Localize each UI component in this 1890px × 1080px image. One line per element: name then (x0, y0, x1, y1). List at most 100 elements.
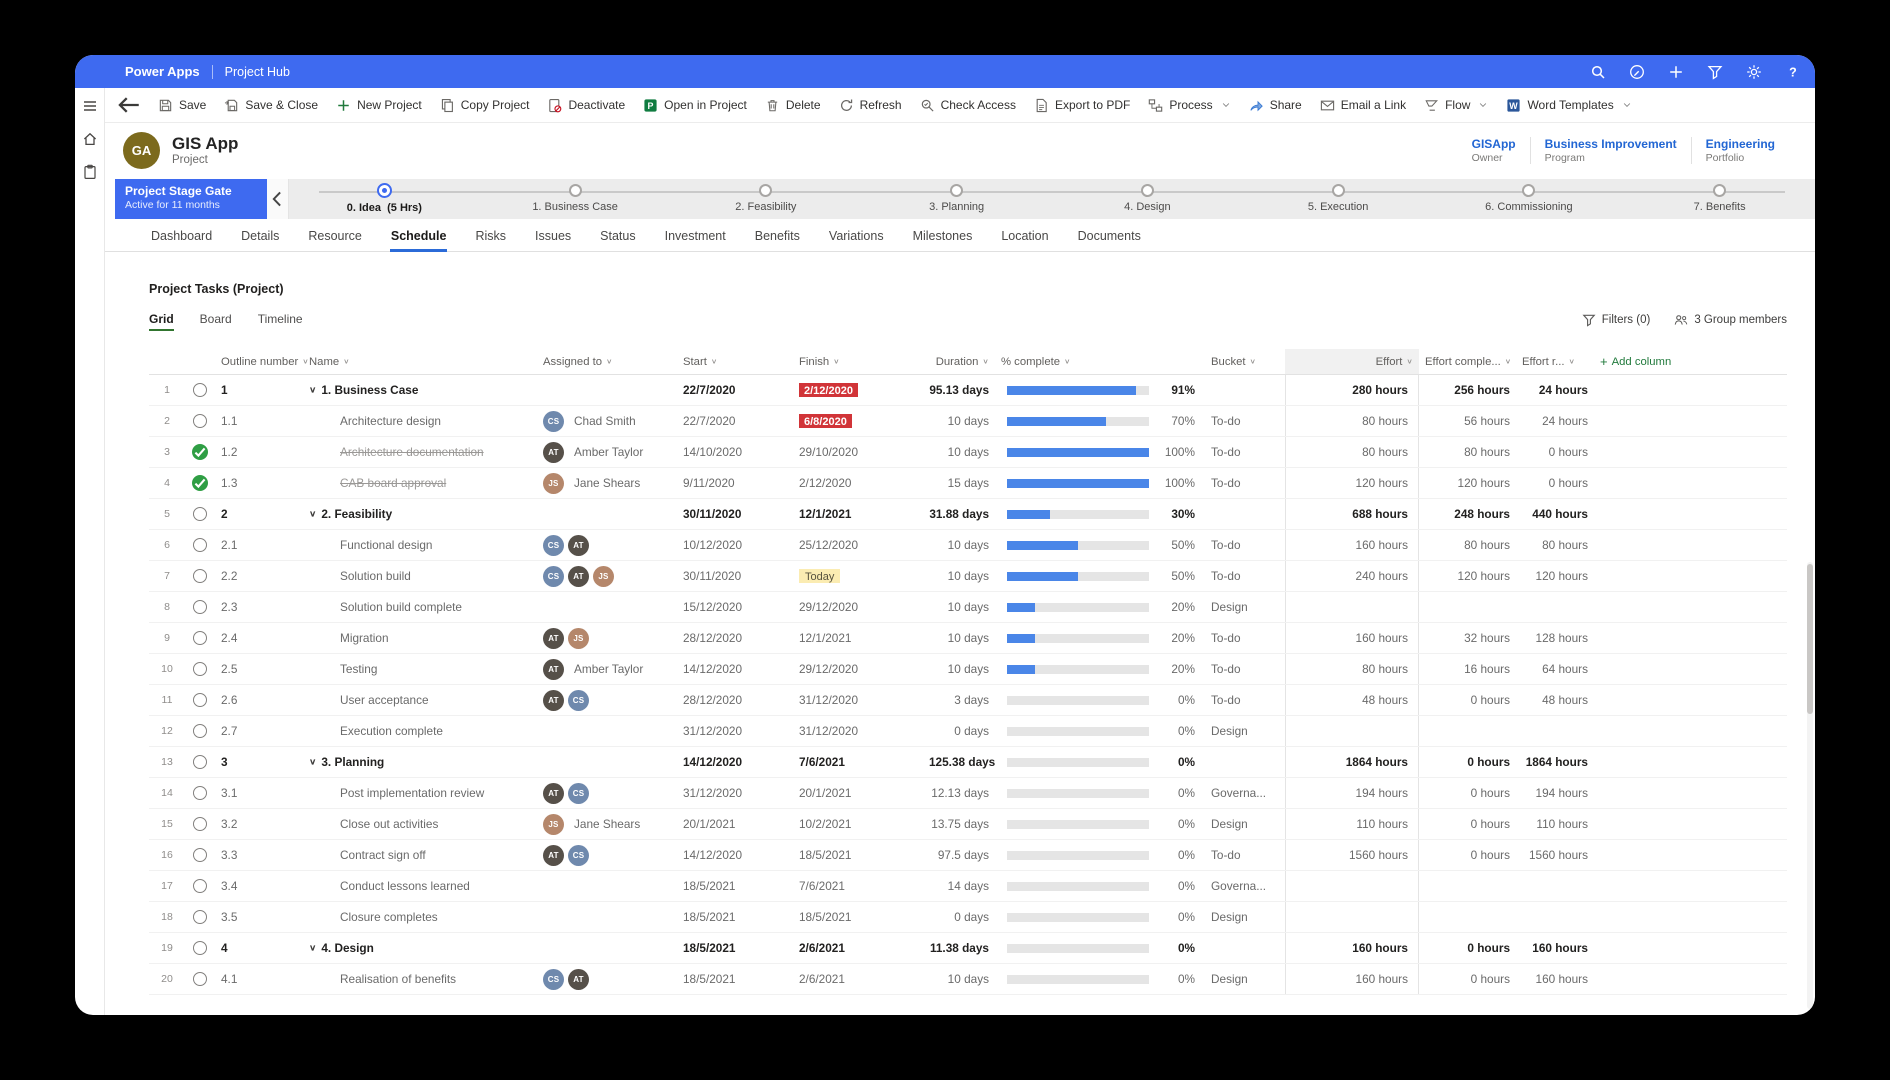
help-icon[interactable]: ? (1785, 64, 1801, 80)
stage-gate-chip[interactable]: Project Stage Gate Active for 11 months (115, 179, 267, 219)
open-status-circle-icon[interactable] (193, 724, 207, 738)
task-status-cell[interactable] (185, 631, 215, 645)
check-access-button[interactable]: Check Access (911, 92, 1025, 118)
stage-3-planning[interactable]: 3. Planning (861, 179, 1052, 219)
collapse-chevron-icon[interactable]: ∨ (309, 509, 317, 519)
open-status-circle-icon[interactable] (193, 662, 207, 676)
stage-2-feasibility[interactable]: 2. Feasibility (671, 179, 862, 219)
open-in-project-button[interactable]: P Open in Project (634, 92, 756, 118)
table-row[interactable]: 9 2.4 Migration AT JS 28/12/2020 12/1/2021 10 d… (149, 623, 1787, 654)
edit-environment-icon[interactable] (1629, 64, 1645, 80)
task-name-cell[interactable]: Realisation of benefits (303, 972, 537, 986)
open-status-circle-icon[interactable] (193, 569, 207, 583)
tab-details[interactable]: Details (241, 229, 280, 243)
task-name-cell[interactable]: CAB board approval (303, 476, 537, 490)
stage-circle-icon[interactable] (1522, 184, 1536, 197)
column-header-duration[interactable]: Duration ∨ (923, 349, 995, 374)
task-status-cell[interactable] (185, 755, 215, 769)
open-status-circle-icon[interactable] (193, 631, 207, 645)
view-tab-board[interactable]: Board (199, 312, 232, 326)
waffle-icon[interactable] (89, 62, 115, 82)
copy-project-button[interactable]: Copy Project (431, 92, 539, 118)
tab-status[interactable]: Status (600, 229, 636, 243)
add-icon[interactable] (1668, 64, 1684, 80)
open-status-circle-icon[interactable] (193, 507, 207, 521)
collapse-chevron-icon[interactable]: ∨ (309, 385, 317, 395)
task-name-cell[interactable]: Closure completes (303, 910, 537, 924)
open-status-circle-icon[interactable] (193, 693, 207, 707)
task-name-cell[interactable]: Close out activities (303, 817, 537, 831)
stage-7-benefits[interactable]: 7. Benefits (1624, 179, 1815, 219)
tab-investment[interactable]: Investment (664, 229, 726, 243)
tab-benefits[interactable]: Benefits (754, 229, 800, 243)
home-icon[interactable] (82, 131, 98, 147)
table-row[interactable]: 4 1.3 CAB board approval JS Jane Shears 9/11/… (149, 468, 1787, 499)
task-name-cell[interactable]: ∨ 3. Planning (303, 755, 537, 769)
save-button[interactable]: Save (149, 92, 215, 118)
table-row[interactable]: 3 1.2 Architecture documentation AT Amber Ta… (149, 437, 1787, 468)
table-row[interactable]: 16 3.3 Contract sign off AT CS 14/12/2020 18/5… (149, 840, 1787, 871)
vertical-scrollbar[interactable] (1807, 562, 1813, 1009)
stage-6-commissioning[interactable]: 6. Commissioning (1434, 179, 1625, 219)
table-row[interactable]: 11 2.6 User acceptance AT CS 28/12/2020 31/12/… (149, 685, 1787, 716)
stage-circle-icon[interactable] (1140, 184, 1154, 197)
task-status-cell[interactable] (185, 817, 215, 831)
task-name-cell[interactable]: ∨ 2. Feasibility (303, 507, 537, 521)
stage-circle-icon[interactable] (1331, 184, 1345, 197)
share-button[interactable]: Share (1240, 92, 1311, 118)
task-name-cell[interactable]: Solution build (303, 569, 537, 583)
table-row[interactable]: 1 1 ∨ 1. Business Case 22/7/2020 2/12/2020 95.… (149, 375, 1787, 406)
table-row[interactable]: 17 3.4 Conduct lessons learned 18/5/2021 7/6… (149, 871, 1787, 902)
table-row[interactable]: 19 4 ∨ 4. Design 18/5/2021 2/6/2021 11.38 days… (149, 933, 1787, 964)
app-name[interactable]: Project Hub (224, 64, 290, 79)
view-tab-timeline[interactable]: Timeline (257, 312, 303, 326)
task-status-cell[interactable] (185, 383, 215, 397)
process-button[interactable]: Process (1139, 92, 1239, 118)
open-status-circle-icon[interactable] (193, 383, 207, 397)
task-status-cell[interactable] (185, 724, 215, 738)
stage-circle-icon[interactable] (376, 183, 392, 198)
column-header-start[interactable]: Start ∨ (677, 349, 793, 374)
task-name-cell[interactable]: Conduct lessons learned (303, 879, 537, 893)
task-name-cell[interactable]: Testing (303, 662, 537, 676)
stage-5-execution[interactable]: 5. Execution (1243, 179, 1434, 219)
tab-schedule[interactable]: Schedule (389, 227, 448, 252)
stage-circle-icon[interactable] (1713, 184, 1727, 197)
column-header-effort-r-[interactable]: Effort r... ∨ (1516, 349, 1594, 374)
task-name-cell[interactable]: Contract sign off (303, 848, 537, 862)
table-row[interactable]: 13 3 ∨ 3. Planning 14/12/2020 7/6/2021 125.38 … (149, 747, 1787, 778)
task-name-cell[interactable]: ∨ 4. Design (303, 941, 537, 955)
stage-circle-icon[interactable] (759, 184, 773, 197)
word-templates-button[interactable]: W Word Templates (1497, 92, 1640, 118)
deactivate-button[interactable]: Deactivate (538, 92, 634, 118)
table-row[interactable]: 7 2.2 Solution build CS AT JS 30/11/2020 Today 1… (149, 561, 1787, 592)
open-status-circle-icon[interactable] (193, 848, 207, 862)
tab-milestones[interactable]: Milestones (912, 229, 973, 243)
table-row[interactable]: 20 4.1 Realisation of benefits CS AT 18/5/202… (149, 964, 1787, 995)
stage-circle-icon[interactable] (950, 184, 964, 197)
filters-button[interactable]: Filters (0) (1582, 313, 1650, 327)
task-name-cell[interactable]: User acceptance (303, 693, 537, 707)
table-row[interactable]: 2 1.1 Architecture design CS Chad Smith 22/7/… (149, 406, 1787, 437)
tab-issues[interactable]: Issues (535, 229, 572, 243)
tab-location[interactable]: Location (1001, 229, 1049, 243)
task-name-cell[interactable]: Post implementation review (303, 786, 537, 800)
column-header-effort-comple-[interactable]: Effort comple... ∨ (1419, 349, 1516, 374)
stage-4-design[interactable]: 4. Design (1052, 179, 1243, 219)
completed-check-icon[interactable] (192, 475, 208, 491)
tab-resource[interactable]: Resource (308, 229, 362, 243)
column-header-finish[interactable]: Finish ∨ (793, 349, 923, 374)
delete-button[interactable]: Delete (756, 92, 830, 118)
stage-0-idea-5-hrs-[interactable]: 0. Idea (5 Hrs) (289, 179, 480, 219)
task-status-cell[interactable] (185, 538, 215, 552)
collapse-chevron-icon[interactable]: ∨ (309, 757, 317, 767)
task-status-cell[interactable] (185, 414, 215, 428)
header-field-value[interactable]: GISApp (1471, 136, 1516, 151)
open-status-circle-icon[interactable] (193, 600, 207, 614)
collapse-chevron-icon[interactable]: ∨ (309, 943, 317, 953)
task-name-cell[interactable]: Migration (303, 631, 537, 645)
stage-circle-icon[interactable] (568, 184, 582, 197)
task-status-cell[interactable] (185, 475, 215, 491)
column-header-name[interactable]: Name ∨ (303, 349, 537, 374)
task-status-cell[interactable] (185, 910, 215, 924)
